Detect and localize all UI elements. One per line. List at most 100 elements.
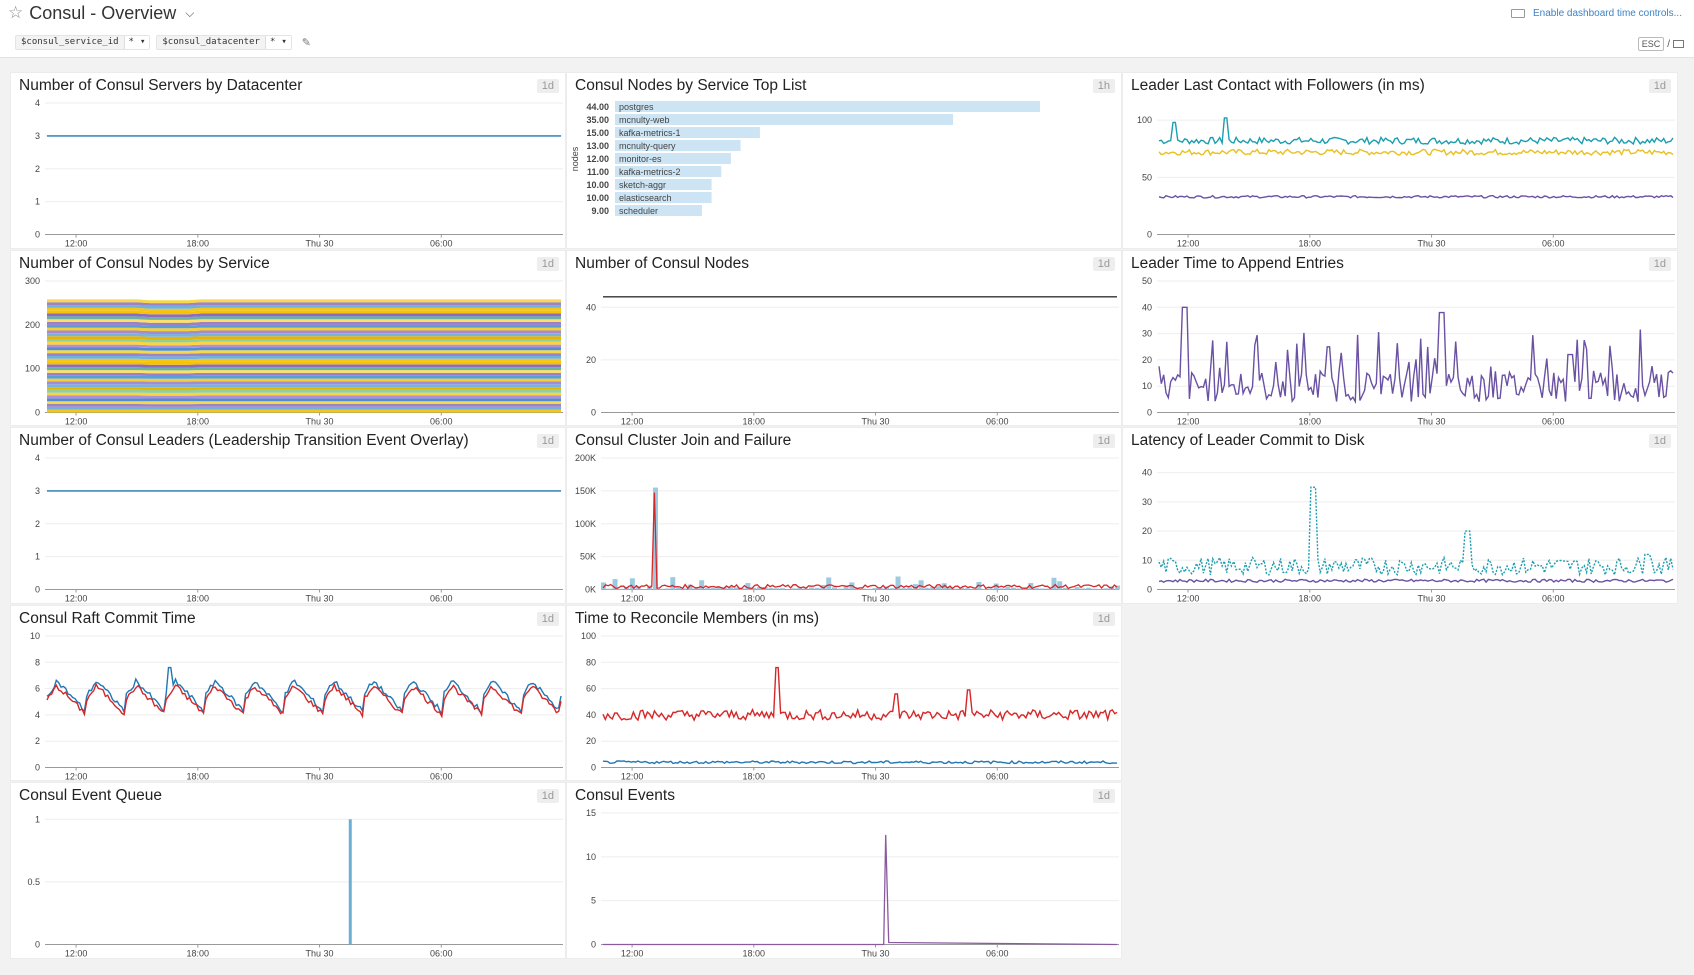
bar xyxy=(676,587,682,590)
title-row: ☆ Consul - Overview ⌵ xyxy=(8,2,194,24)
y-tick-label: 20 xyxy=(1142,354,1152,364)
area-band xyxy=(47,335,561,340)
x-tick-label: 06:00 xyxy=(986,949,1009,959)
toplist-label: sketch-aggr xyxy=(619,180,666,190)
timeframe-badge: 1d xyxy=(1092,789,1115,803)
area-band xyxy=(47,369,561,373)
variable-name: $consul_datacenter xyxy=(162,37,260,47)
series-line xyxy=(1158,117,1674,146)
widget-w5[interactable]: Number of Consul Nodes 1d 0 20 40 12:00 18:00 T… xyxy=(566,249,1122,426)
time-controls: Enable dashboard time controls... xyxy=(1511,8,1682,19)
x-tick-label: 12:00 xyxy=(65,949,88,959)
x-tick-label: 12:00 xyxy=(65,416,88,426)
x-tick-label: Thu 30 xyxy=(1418,594,1446,604)
enable-time-controls-link[interactable]: Enable dashboard time controls... xyxy=(1533,8,1682,19)
series-line xyxy=(602,492,1118,590)
bar xyxy=(803,588,809,590)
star-outline-icon[interactable]: ☆ xyxy=(8,3,24,22)
x-tick-label: 18:00 xyxy=(743,949,766,959)
widget-w9[interactable]: Latency of Leader Commit to Disk 1d 0 10 20 3… xyxy=(1122,427,1678,604)
monitor-icon[interactable] xyxy=(1673,40,1684,48)
dashboard-title[interactable]: Consul - Overview xyxy=(29,3,177,23)
area-band xyxy=(47,363,561,368)
pencil-icon[interactable]: ✎ xyxy=(301,37,311,49)
timeframe-badge: 1d xyxy=(1092,434,1115,448)
toplist-bar xyxy=(615,205,702,216)
widget-w3[interactable]: Leader Last Contact with Followers (in m… xyxy=(1122,72,1678,249)
toplist-label: mcnulty-query xyxy=(619,141,676,151)
widget-w4[interactable]: Number of Consul Nodes by Service 1d 0 100 2… xyxy=(10,249,566,426)
variable-datacenter[interactable]: $consul_datacenter * ▾ xyxy=(156,35,292,50)
area-band xyxy=(47,313,561,317)
widget-w7[interactable]: Number of Consul Leaders (Leadership Tra… xyxy=(10,427,566,604)
bar xyxy=(1051,577,1057,590)
bar xyxy=(970,588,976,590)
widget-w13[interactable]: Consul Events 1d 0 5 10 15 12:00 18:00 Thu 30 06:… xyxy=(566,782,1122,959)
area-band xyxy=(47,344,561,348)
y-tick-label: 40 xyxy=(1142,302,1152,312)
x-tick-label: Thu 30 xyxy=(306,594,334,604)
bar xyxy=(681,588,687,590)
y-tick-label: 50 xyxy=(1142,172,1152,182)
area-band xyxy=(47,406,561,410)
toplist-bar xyxy=(615,153,731,164)
y-tick-label: 80 xyxy=(586,657,596,667)
variable-value-select[interactable]: * ▾ xyxy=(123,36,150,49)
widget-w6[interactable]: Leader Time to Append Entries 1d 0 10 20 30 40… xyxy=(1122,249,1678,426)
widget-w10[interactable]: Consul Raft Commit Time 1d 0 2 4 6 8 10 12:00 18:… xyxy=(10,604,566,781)
bar xyxy=(606,588,612,590)
toplist-bar xyxy=(615,127,760,138)
y-tick-label: 4 xyxy=(35,709,40,719)
toplist-value: 11.00 xyxy=(587,167,609,177)
y-tick-label: 50 xyxy=(1142,276,1152,286)
widget-w8[interactable]: Consul Cluster Join and Failure 1d 0K 50K 10… xyxy=(566,427,1122,604)
x-tick-label: 18:00 xyxy=(1299,594,1322,604)
bar xyxy=(889,588,895,590)
y-axis-label: nodes xyxy=(570,146,580,171)
x-tick-label: 12:00 xyxy=(621,949,644,959)
toplist-value: 13.00 xyxy=(586,141,609,151)
bar xyxy=(751,587,757,590)
x-tick-label: 06:00 xyxy=(1542,239,1565,249)
bar xyxy=(924,587,930,590)
area-band xyxy=(47,389,561,393)
variable-service-id[interactable]: $consul_service_id * ▾ xyxy=(15,35,151,50)
bar xyxy=(687,584,693,590)
area-band xyxy=(47,301,561,306)
area-band xyxy=(47,395,561,398)
toplist-value: 35.00 xyxy=(586,115,609,125)
y-tick-label: 100 xyxy=(581,631,596,641)
separator: / xyxy=(1667,38,1670,50)
bar xyxy=(837,588,843,590)
widget-w12[interactable]: Consul Event Queue 1d 0 0.5 1 12:00 18:00 Thu 3… xyxy=(10,782,566,959)
timeframe-badge: 1d xyxy=(536,256,559,271)
bar xyxy=(780,588,786,590)
widget-title: Latency of Leader Commit to Disk xyxy=(1131,432,1365,449)
x-tick-label: Thu 30 xyxy=(306,239,334,249)
bar xyxy=(716,587,722,590)
x-tick-label: Thu 30 xyxy=(306,949,334,959)
y-tick-label: 200K xyxy=(575,453,596,463)
y-tick-label: 50K xyxy=(580,552,596,562)
area-band xyxy=(47,361,561,365)
widget-w1[interactable]: Number of Consul Servers by Datacenter 1d… xyxy=(10,72,566,249)
area-band xyxy=(47,321,561,325)
variable-value: * xyxy=(128,37,134,47)
widget-title: Number of Consul Servers by Datacenter xyxy=(19,77,303,94)
area-band xyxy=(47,310,561,314)
bar xyxy=(918,580,924,590)
widget-w11[interactable]: Time to Reconcile Members (in ms) 1d 0 20 40… xyxy=(566,604,1122,781)
x-tick-label: 18:00 xyxy=(187,949,210,959)
area-band xyxy=(47,298,561,303)
toplist-label: kafka-metrics-2 xyxy=(619,167,681,177)
bar xyxy=(745,582,751,590)
y-tick-label: 0K xyxy=(585,585,596,595)
timeframe-badge: 1d xyxy=(536,611,559,626)
y-tick-label: 2 xyxy=(35,736,40,746)
timeframe-badge: 1d xyxy=(1092,611,1115,626)
variable-value-select[interactable]: * ▾ xyxy=(264,36,291,49)
widget-w2[interactable]: Consul Nodes by Service Top List 1h nodes 4… xyxy=(566,72,1122,249)
esc-key[interactable]: ESC xyxy=(1637,37,1665,51)
bar xyxy=(1034,588,1040,590)
chevron-down-icon[interactable]: ⌵ xyxy=(185,6,195,20)
